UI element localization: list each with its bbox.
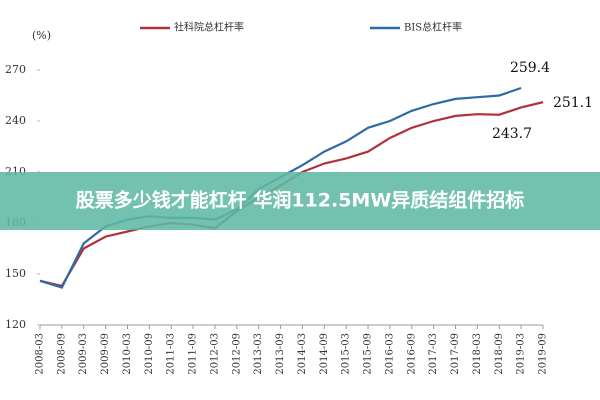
y-unit: (%) [32,29,51,42]
legend-label: BIS总杠杆率 [404,21,462,34]
x-tick-label: 2017-03 [428,333,439,375]
x-tick-label: 2012-03 [209,333,220,375]
x-tick-label: 2015-09 [363,333,374,375]
x-tick-label: 2015-03 [341,333,352,375]
x-tick-label: 2009-09 [100,333,111,375]
x-tick-label: 2019-03 [516,333,527,375]
annotation: 243.7 [492,126,532,142]
y-tick-label: 150 [5,267,26,280]
x-tick-label: 2010-09 [144,333,155,375]
x-tick-label: 2014-03 [297,333,308,375]
x-tick-label: 2012-09 [231,333,242,375]
x-tick-label: 2016-03 [384,333,395,375]
x-tick-label: 2010-03 [122,333,133,375]
x-tick-label: 2013-09 [275,333,286,375]
x-tick-label: 2017-09 [450,333,461,375]
y-tick-label: 270 [5,63,26,76]
x-tick-label: 2011-09 [188,333,199,375]
x-tick-label: 2016-09 [406,333,417,375]
x-tick-label: 2018-03 [472,333,483,375]
x-tick-label: 2013-03 [253,333,264,375]
legend-label: 社科院总杠杆率 [174,21,244,34]
x-tick-label: 2019-09 [538,333,549,375]
y-tick-label: 240 [5,114,26,127]
banner-text: 股票多少钱才能杠杆 华润112.5MW异质结组件招标 [76,189,525,212]
banner [0,172,600,230]
x-tick-label: 2018-09 [494,333,505,375]
x-tick-label: 2014-09 [319,333,330,375]
x-tick-label: 2011-03 [166,333,177,375]
x-tick-label: 2008-09 [56,333,67,375]
x-tick-label: 2008-03 [35,333,46,375]
annotation: 259.4 [510,60,550,76]
y-tick-label: 120 [5,318,26,331]
annotation: 251.1 [553,95,593,111]
x-tick-label: 2009-03 [78,333,89,375]
